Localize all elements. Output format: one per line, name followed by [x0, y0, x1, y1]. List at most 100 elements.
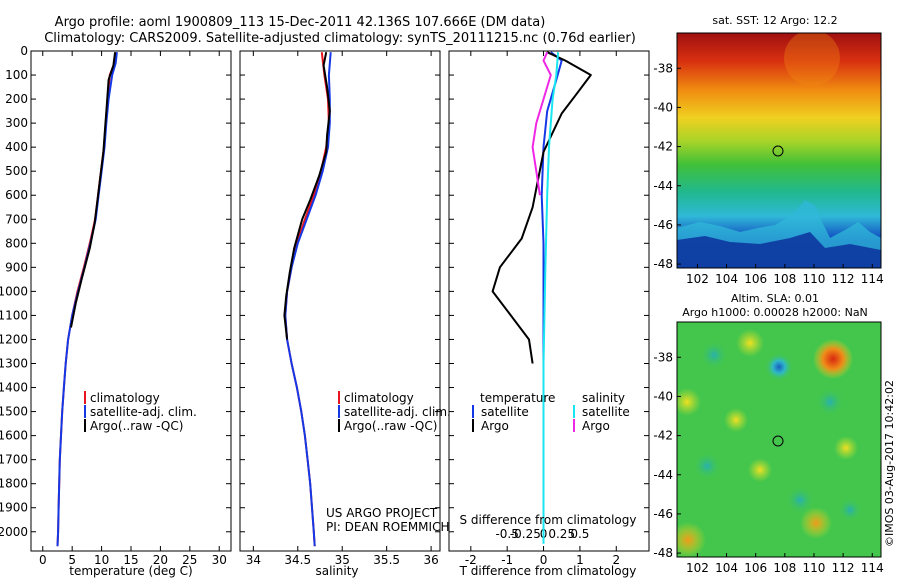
series-line-argo-raw-qc-: [70, 52, 117, 328]
map-y-tick-label: -46: [653, 218, 673, 232]
legend-salinity-argo-label: Argo: [582, 419, 610, 433]
sst-warm-patch: [784, 33, 840, 86]
difference-xlabel-top: S difference from climatology: [460, 513, 637, 527]
sla-blob: [800, 507, 832, 539]
y-tick-label: 0: [20, 44, 28, 58]
x-tick-label: 20: [153, 553, 168, 567]
sst-argo-marker: [772, 145, 784, 157]
salinity-legend: climatology satellite-adj. clim. Argo(..…: [338, 391, 451, 433]
map-y-tick-label: -40: [653, 389, 673, 403]
sla-heatmap: [677, 322, 881, 557]
sla-blob: [786, 486, 814, 514]
map-x-tick-label: 112: [832, 272, 855, 286]
x-top-tick-label: 0.5: [570, 527, 589, 541]
difference-xlabel: T difference from climatology: [459, 564, 637, 578]
sla-map-subtitle: Argo h1000: 0.00028 h2000: NaN: [682, 306, 868, 319]
legend-salinity-title: salinity: [582, 391, 625, 405]
legend-temperature-argo-label: Argo: [481, 419, 509, 433]
series-line-satellite-adj-clim-: [56, 52, 118, 547]
x-tick-label: 36: [423, 553, 438, 567]
sla-blob: [813, 339, 853, 379]
legend-argo-label: Argo(..raw -QC): [90, 419, 183, 433]
y-tick-label: 200: [5, 92, 28, 106]
y-tick-label: 1800: [0, 477, 28, 491]
x-tick-label: 2: [612, 553, 620, 567]
temperature-lines: [56, 52, 118, 547]
y-tick-label: 1100: [0, 308, 28, 322]
y-tick-label: 600: [5, 188, 28, 202]
sla-blob: [724, 408, 748, 432]
map-x-tick-label: 114: [861, 272, 884, 286]
y-tick-label: 1500: [0, 405, 28, 419]
y-tick-label: 900: [5, 260, 28, 274]
x-tick-label: 10: [94, 553, 109, 567]
map-x-tick-label: 110: [803, 272, 826, 286]
salinity-axis-ticks: 34 34.5 35 35.5 36: [240, 50, 440, 567]
y-tick-label: 100: [5, 68, 28, 82]
map-y-tick-label: -46: [653, 507, 673, 521]
x-tick-label: 34.5: [284, 553, 311, 567]
map-x-tick-label: 112: [832, 561, 855, 575]
title-line-1: Argo profile: aoml 1900809_113 15-Dec-20…: [55, 15, 546, 30]
salinity-xlabel: salinity: [315, 564, 358, 578]
y-tick-label: 500: [5, 164, 28, 178]
project-annotation-line-1: US ARGO PROJECT: [326, 506, 438, 520]
series-line-salinity-argo: [531, 51, 552, 196]
sla-blob: [693, 452, 721, 480]
title-line-2: Climatology: CARS2009. Satellite-adjuste…: [44, 31, 636, 46]
map-x-tick-label: 108: [773, 561, 796, 575]
x-tick-label: 30: [212, 553, 227, 567]
map-y-tick-label: -42: [653, 140, 673, 154]
sla-blob: [834, 436, 858, 460]
difference-axis-ticks: -2 -1 0 1 2-0.5-0.250 0.250.5: [449, 50, 649, 567]
y-tick-label: 2000: [0, 525, 28, 539]
legend-climatology-label: climatology: [90, 391, 160, 405]
sla-blob: [748, 458, 772, 482]
legend-argo-label: Argo(..raw -QC): [344, 419, 437, 433]
map-y-tick-label: -48: [653, 546, 673, 560]
sla-blob: [677, 388, 701, 416]
legend-satellite-label: satellite-adj. clim.: [344, 405, 451, 419]
x-tick-label: 1: [576, 553, 584, 567]
x-tick-label: -1: [501, 553, 513, 567]
y-tick-label: 300: [5, 116, 28, 130]
difference-lines: [491, 51, 592, 544]
temperature-plot-frame: [30, 50, 232, 552]
series-line-argo-raw-qc-: [283, 52, 331, 340]
map-x-tick-label: 104: [715, 272, 738, 286]
sst-axis-ticks: 102 104 106 108 110 112 114 -38 -40 -42 -44 -46 -48: [653, 61, 883, 286]
sla-blob: [838, 498, 862, 522]
sla-map-title: Altim. SLA: 0.01: [731, 292, 819, 305]
imos-timestamp: ©IMOS 03-Aug-2017 10:42:02: [883, 380, 896, 547]
sla-map: Altim. SLA: 0.01 Argo h1000: 0.00028 h20…: [653, 292, 883, 575]
map-x-tick-label: 106: [744, 272, 767, 286]
sla-blob: [736, 329, 764, 357]
legend-salinity-satellite-label: satellite: [582, 405, 630, 419]
x-tick-label: -2: [465, 553, 477, 567]
sla-blob: [677, 522, 706, 557]
project-annotation-line-2: PI: DEAN ROEMMICH: [326, 520, 449, 534]
y-tick-label: 1700: [0, 453, 28, 467]
difference-legend-temperature: temperature satellite Argo: [472, 391, 555, 433]
sla-blob: [765, 353, 793, 381]
map-y-tick-label: -38: [653, 350, 673, 364]
map-x-tick-label: 102: [686, 561, 709, 575]
x-tick-label: 0: [540, 553, 548, 567]
legend-temperature-satellite-label: satellite: [481, 405, 529, 419]
x-tick-label: 15: [123, 553, 138, 567]
map-x-tick-label: 114: [861, 561, 884, 575]
series-line-satellite-adj-clim-: [284, 52, 332, 547]
x-top-tick-label: -0.5: [495, 527, 518, 541]
series-line-temperature-argo: [491, 51, 592, 364]
sst-map-title: sat. SST: 12 Argo: 12.2: [712, 14, 837, 27]
map-x-tick-label: 110: [803, 561, 826, 575]
temperature-profile-panel: 0 5 10 15 20 25 300100200300400500600700800900…: [0, 44, 232, 578]
sla-argo-marker: [772, 435, 784, 447]
sla-blob: [700, 341, 728, 369]
sst-map: sat. SST: 12 Argo: 12.2 102 104 106 108 110 1…: [653, 14, 883, 286]
x-top-tick-label: -0.25: [510, 527, 541, 541]
difference-plot-frame: [448, 50, 650, 552]
y-tick-label: 700: [5, 212, 28, 226]
map-y-tick-label: -38: [653, 61, 673, 75]
